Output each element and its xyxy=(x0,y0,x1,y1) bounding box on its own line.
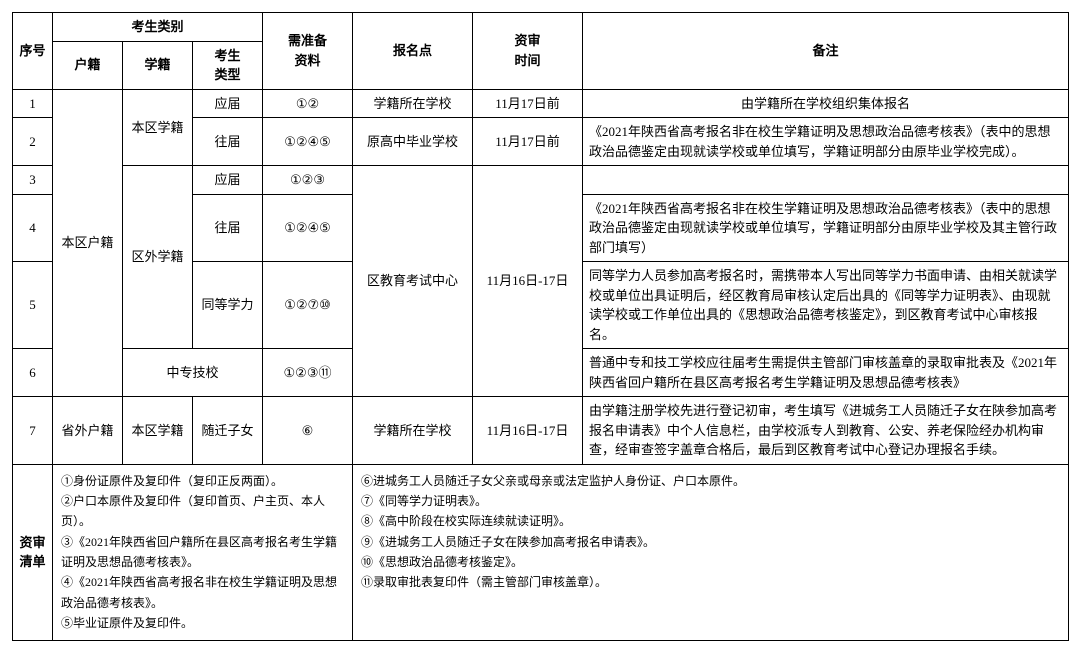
header-huji: 户籍 xyxy=(53,41,123,89)
cell-seq: 1 xyxy=(13,89,53,118)
cell-time: 11月16日-17日 xyxy=(473,397,583,465)
header-xueji: 学籍 xyxy=(123,41,193,89)
cell-mat: ⑥ xyxy=(263,397,353,465)
checklist-row: 资审 清单 ①身份证原件及复印件（复印正反两面）。②户口本原件及复印件（复印首页… xyxy=(13,464,1069,640)
cell-xueji-local: 本区学籍 xyxy=(123,89,193,166)
cell-seq: 2 xyxy=(13,118,53,166)
header-location: 报名点 xyxy=(353,13,473,90)
cell-mat: ①②⑦⑩ xyxy=(263,262,353,349)
cell-huji-local: 本区户籍 xyxy=(53,89,123,397)
cell-remark xyxy=(583,166,1069,195)
cell-seq: 6 xyxy=(13,349,53,397)
cell-loc-center: 区教育考试中心 xyxy=(353,166,473,397)
cell-time: 11月17日前 xyxy=(473,89,583,118)
cell-type: 往届 xyxy=(193,194,263,262)
header-time: 资审 时间 xyxy=(473,13,583,90)
cell-zhongzhuan: 中专技校 xyxy=(123,349,263,397)
cell-seq: 4 xyxy=(13,194,53,262)
cell-mat: ①②③⑪ xyxy=(263,349,353,397)
cell-seq: 5 xyxy=(13,262,53,349)
checklist-label: 资审 清单 xyxy=(13,464,53,640)
cell-loc: 学籍所在学校 xyxy=(353,397,473,465)
header-remark: 备注 xyxy=(583,13,1069,90)
cell-loc: 原高中毕业学校 xyxy=(353,118,473,166)
cell-time-range: 11月16日-17日 xyxy=(473,166,583,397)
cell-remark: 《2021年陕西省高考报名非在校生学籍证明及思想政治品德考核表》（表中的思想政治… xyxy=(583,194,1069,262)
cell-loc: 学籍所在学校 xyxy=(353,89,473,118)
header-type: 考生 类型 xyxy=(193,41,263,89)
cell-seq: 3 xyxy=(13,166,53,195)
exam-registration-table: 序号 考生类别 需准备 资料 报名点 资审 时间 备注 户籍 学籍 考生 类型 … xyxy=(12,12,1069,641)
cell-type: 应届 xyxy=(193,89,263,118)
cell-mat: ①②④⑤ xyxy=(263,118,353,166)
cell-remark: 同等学力人员参加高考报名时，需携带本人写出同等学力书面申请、由相关就读学校或单位… xyxy=(583,262,1069,349)
table-row: 1 本区户籍 本区学籍 应届 ①② 学籍所在学校 11月17日前 由学籍所在学校… xyxy=(13,89,1069,118)
cell-type: 应届 xyxy=(193,166,263,195)
cell-remark: 普通中专和技工学校应往届考生需提供主管部门审核盖章的录取审批表及《2021年陕西… xyxy=(583,349,1069,397)
header-category-group: 考生类别 xyxy=(53,13,263,42)
cell-time: 11月17日前 xyxy=(473,118,583,166)
cell-mat: ①②④⑤ xyxy=(263,194,353,262)
table-row: 7 省外户籍 本区学籍 随迁子女 ⑥ 学籍所在学校 11月16日-17日 由学籍… xyxy=(13,397,1069,465)
header-materials: 需准备 资料 xyxy=(263,13,353,90)
cell-xueji-local2: 本区学籍 xyxy=(123,397,193,465)
cell-remark: 《2021年陕西省高考报名非在校生学籍证明及思想政治品德考核表》（表中的思想政治… xyxy=(583,118,1069,166)
cell-type: 往届 xyxy=(193,118,263,166)
cell-type: 随迁子女 xyxy=(193,397,263,465)
header-seq: 序号 xyxy=(13,13,53,90)
cell-xueji-outside: 区外学籍 xyxy=(123,166,193,349)
cell-huji-out: 省外户籍 xyxy=(53,397,123,465)
cell-remark: 由学籍注册学校先进行登记初审，考生填写《进城务工人员随迁子女在陕参加高考报名申请… xyxy=(583,397,1069,465)
cell-remark: 由学籍所在学校组织集体报名 xyxy=(583,89,1069,118)
cell-type: 同等学力 xyxy=(193,262,263,349)
cell-seq: 7 xyxy=(13,397,53,465)
checklist-right: ⑥进城务工人员随迁子女父亲或母亲或法定监护人身份证、户口本原件。⑦《同等学力证明… xyxy=(353,464,1069,640)
cell-mat: ①②③ xyxy=(263,166,353,195)
checklist-left: ①身份证原件及复印件（复印正反两面）。②户口本原件及复印件（复印首页、户主页、本… xyxy=(53,464,353,640)
cell-mat: ①② xyxy=(263,89,353,118)
table-row: 3 区外学籍 应届 ①②③ 区教育考试中心 11月16日-17日 xyxy=(13,166,1069,195)
